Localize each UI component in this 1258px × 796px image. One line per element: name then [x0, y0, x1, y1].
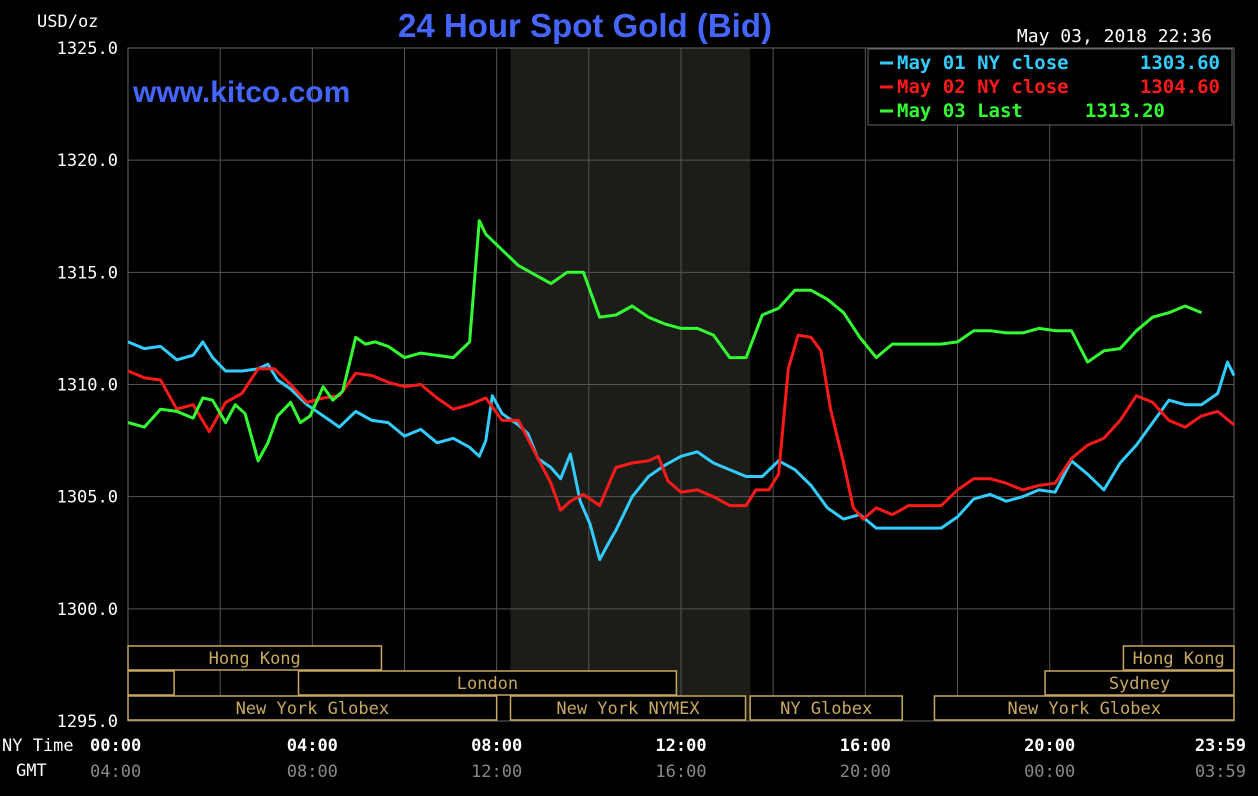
- series-line-3: [127, 219, 1203, 463]
- y-tick-label: 1315.0: [57, 263, 118, 283]
- session-label: NY Globex: [780, 699, 872, 719]
- legend-label-may03: May 03 Last: [897, 100, 1023, 122]
- session-bar: [127, 645, 383, 671]
- x-tick-label-ny: 16:00: [840, 736, 891, 756]
- session-label: New York NYMEX: [556, 699, 700, 719]
- gmt-row-label: GMT: [16, 761, 47, 781]
- legend-label-may01: May 01 NY close: [897, 52, 1069, 74]
- y-tick-label: 1310.0: [57, 376, 118, 396]
- x-tick-label-gmt: 12:00: [471, 762, 522, 782]
- market-sessions: Hong Kong London New York Globex New York N…: [127, 645, 1235, 721]
- x-tick-label-ny: 08:00: [471, 736, 522, 756]
- session-label: London: [457, 674, 518, 694]
- x-tick-label-gmt: 20:00: [840, 762, 891, 782]
- series-line-1: [127, 340, 1236, 561]
- legend-value-may02: 1304.60: [1140, 76, 1220, 98]
- legend-box: [867, 48, 1233, 126]
- plot-border: [127, 47, 1235, 722]
- y-tick-label: 1300.0: [57, 600, 118, 620]
- x-tick-label-gmt: 04:00: [90, 762, 141, 782]
- session-bar: [933, 695, 1235, 721]
- x-tick-label-ny: 00:00: [90, 736, 141, 756]
- session-label: Hong Kong: [1133, 649, 1225, 669]
- x-tick-label-ny: 04:00: [287, 736, 338, 756]
- y-tick-label: 1295.0: [57, 712, 118, 732]
- x-tick-label-ny: 23:59: [1195, 736, 1246, 756]
- session-bar: [127, 695, 498, 721]
- session-bar: [1122, 645, 1235, 671]
- session-label: Sydney: [1109, 674, 1170, 694]
- session-bar: [749, 695, 903, 721]
- series-line-2: [127, 333, 1235, 521]
- legend-label-may02: May 02 NY close: [897, 76, 1069, 98]
- y-tick-label: 1325.0: [57, 39, 118, 59]
- legend-value-may01: 1303.60: [1140, 52, 1220, 74]
- session-bar: [1044, 670, 1235, 696]
- session-label: New York Globex: [1007, 699, 1161, 719]
- x-tick-label-gmt: 08:00: [287, 762, 338, 782]
- y-axis-label: USD/oz: [37, 12, 98, 32]
- y-tick-labels: 1325.0 1320.0 1315.0 1310.0 1305.0 1300.0 1295…: [57, 39, 118, 732]
- price-series: [127, 219, 1236, 561]
- x-tick-label-ny: 12:00: [655, 736, 706, 756]
- session-bar: [509, 695, 747, 721]
- session-label: New York Globex: [236, 699, 390, 719]
- legend: May 01 NY close 1303.60 May 02 NY close …: [867, 48, 1233, 126]
- session-bar: [297, 670, 678, 696]
- x-tick-labels: 00:00 04:00 08:00 12:00 16:00 20:00 23:59 04:00…: [90, 736, 1246, 782]
- session-label: Hong Kong: [209, 649, 301, 669]
- grid-lines: [127, 47, 1235, 722]
- ny-time-row-label: NY Time: [2, 736, 74, 756]
- session-bar: [127, 670, 175, 696]
- y-tick-label: 1305.0: [57, 488, 118, 508]
- kitco-watermark: www.kitco.com: [132, 76, 350, 109]
- y-tick-label: 1320.0: [57, 151, 118, 171]
- x-tick-label-gmt: 16:00: [655, 762, 706, 782]
- timestamp: May 03, 2018 22:36: [1017, 26, 1212, 47]
- x-tick-label-ny: 20:00: [1024, 736, 1075, 756]
- x-tick-label-gmt: 03:59: [1195, 762, 1246, 782]
- legend-value-may03: 1313.20: [1085, 100, 1165, 122]
- chart-title: 24 Hour Spot Gold (Bid): [398, 7, 772, 44]
- x-tick-label-gmt: 00:00: [1024, 762, 1075, 782]
